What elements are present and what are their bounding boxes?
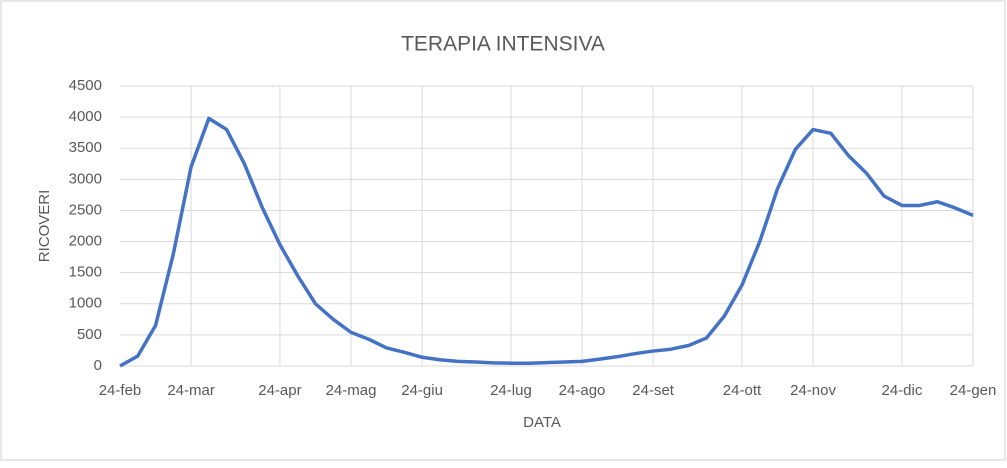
y-tick-label: 4000 <box>69 108 102 125</box>
x-tick-label: 24-lug <box>490 382 532 399</box>
x-tick-label: 24-apr <box>258 382 301 399</box>
x-tick-label: 24-feb <box>99 382 142 399</box>
y-tick-label: 1000 <box>69 295 102 312</box>
x-tick-label: 24-mag <box>326 382 377 399</box>
x-tick-label: 24-giu <box>401 382 443 399</box>
x-tick-label: 24-set <box>632 382 675 399</box>
y-tick-label: 2500 <box>69 201 102 218</box>
x-tick-label: 24-ago <box>559 382 606 399</box>
y-tick-label: 1500 <box>69 264 102 281</box>
x-tick-label: 24-gen <box>950 382 997 399</box>
y-tick-label: 500 <box>77 326 102 343</box>
x-tick-label: 24-mar <box>167 382 215 399</box>
chart-title: TERAPIA INTENSIVA <box>401 33 605 56</box>
y-tick-label: 0 <box>94 357 102 374</box>
y-axis-label: RICOVERI <box>36 190 53 263</box>
y-tick-label: 3000 <box>69 170 102 187</box>
x-tick-label: 24-nov <box>790 382 836 399</box>
data-line <box>119 116 974 368</box>
y-tick-label: 4500 <box>69 77 102 94</box>
y-tick-label: 3500 <box>69 139 102 156</box>
y-tick-label: 2000 <box>69 233 102 250</box>
x-axis-label: DATA <box>523 414 561 431</box>
x-tick-label: 24-dic <box>881 382 922 399</box>
x-tick-label: 24-ott <box>723 382 762 399</box>
